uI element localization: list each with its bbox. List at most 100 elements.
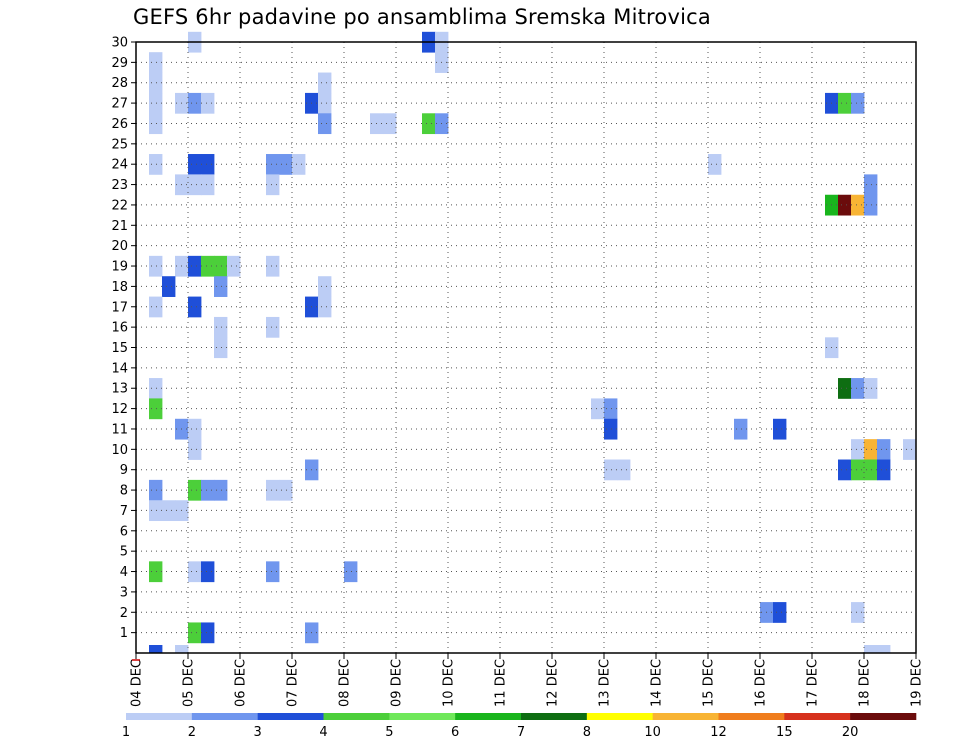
colorbar-swatch xyxy=(652,713,719,720)
precip-cell xyxy=(838,378,852,399)
precip-cell xyxy=(318,276,332,297)
precip-cell xyxy=(851,459,865,481)
precip-cell xyxy=(201,92,215,114)
precip-cell xyxy=(851,602,865,623)
precip-cell xyxy=(864,378,878,399)
colorbar-swatch xyxy=(191,713,258,720)
x-tick-label: 19 DEC xyxy=(910,659,925,707)
x-tick-label: 10 DEC xyxy=(442,659,457,707)
precip-cell xyxy=(188,622,202,644)
colorbar-label: 4 xyxy=(319,725,327,740)
y-tick-label: 1 xyxy=(120,626,128,641)
precip-cell xyxy=(903,439,917,460)
x-tick-label: 11 DEC xyxy=(494,659,509,707)
chart-title: GEFS 6hr padavine po ansamblima Sremska … xyxy=(133,5,711,29)
precip-cell xyxy=(227,255,241,277)
y-tick-label: 27 xyxy=(111,97,128,112)
y-tick-label: 12 xyxy=(111,402,128,417)
x-tick-label: 14 DEC xyxy=(650,659,665,707)
precip-cell xyxy=(214,316,228,338)
precip-cell xyxy=(734,418,748,440)
y-tick-label: 30 xyxy=(111,36,128,51)
x-tick-label: 07 DEC xyxy=(286,659,301,707)
precip-cell xyxy=(708,154,722,175)
precip-cell xyxy=(188,92,202,114)
colorbar-swatch xyxy=(718,713,785,720)
colorbar-label: 6 xyxy=(451,725,459,740)
precip-cell xyxy=(318,113,332,135)
colorbar-layer: 1 2 3 4 5 6 7 8 10 12 15 20 xyxy=(122,713,917,740)
precip-cell xyxy=(266,479,280,501)
precip-cell xyxy=(214,479,228,501)
cells-layer xyxy=(149,31,917,654)
y-tick-label: 13 xyxy=(111,382,128,397)
y-tick-label: 4 xyxy=(120,565,128,580)
y-tick-label: 28 xyxy=(111,76,128,91)
colorbar-swatch xyxy=(850,713,917,720)
precip-cell xyxy=(877,459,891,481)
precip-cell xyxy=(851,194,865,216)
precip-cell xyxy=(773,418,787,440)
precip-cell xyxy=(162,276,176,297)
precip-cell xyxy=(188,561,202,583)
precip-cell xyxy=(149,500,163,522)
precip-cell xyxy=(318,296,332,318)
precip-cell xyxy=(149,398,163,420)
precip-cell xyxy=(201,255,215,277)
x-tick-label: 05 DEC xyxy=(182,659,197,707)
precip-cell xyxy=(383,113,397,135)
y-tick-label: 26 xyxy=(111,117,128,132)
y-tick-label: 20 xyxy=(111,239,128,254)
colorbar-label: 12 xyxy=(710,725,727,740)
y-tick-label: 17 xyxy=(111,300,128,315)
precip-cell xyxy=(188,255,202,277)
precip-cell xyxy=(201,622,215,644)
precip-cell xyxy=(188,479,202,501)
precip-cell xyxy=(149,296,163,318)
precip-cell xyxy=(149,255,163,277)
precip-cell xyxy=(877,439,891,460)
y-tick-label: 19 xyxy=(111,260,128,275)
precip-cell xyxy=(188,418,202,440)
x-tick-label: 15 DEC xyxy=(702,659,717,707)
colorbar-label: 2 xyxy=(188,725,196,740)
x-tick-label: 16 DEC xyxy=(754,659,769,707)
y-tick-label: 6 xyxy=(120,524,128,539)
precip-cell xyxy=(201,561,215,583)
x-tick-label: 18 DEC xyxy=(858,659,873,707)
colorbar-label: 7 xyxy=(517,725,525,740)
colorbar-swatch xyxy=(455,713,522,720)
colorbar-label: 15 xyxy=(776,725,793,740)
y-tick-label: 23 xyxy=(111,178,128,193)
precip-cell xyxy=(279,154,293,175)
precip-cell xyxy=(149,378,163,399)
axis-layer: 1234567891011121314151617181920212223242… xyxy=(111,36,924,707)
precip-cell xyxy=(604,398,618,420)
y-tick-label: 21 xyxy=(111,219,128,234)
precip-cell xyxy=(149,479,163,501)
precip-cell xyxy=(318,92,332,114)
precip-cell xyxy=(201,174,215,196)
precip-cell xyxy=(175,645,189,654)
y-tick-label: 24 xyxy=(111,158,128,173)
colorbar-swatch xyxy=(586,713,653,720)
y-tick-label: 9 xyxy=(120,463,128,478)
colorbar-swatch xyxy=(323,713,390,720)
colorbar-label: 1 xyxy=(122,725,130,740)
colorbar-swatch xyxy=(521,713,588,720)
precip-cell xyxy=(877,645,891,654)
precip-cell xyxy=(188,174,202,196)
x-tick-label: 13 DEC xyxy=(598,659,613,707)
precip-cell xyxy=(318,72,332,94)
x-tick-label: 06 DEC xyxy=(234,659,249,707)
y-tick-label: 18 xyxy=(111,280,128,295)
y-tick-label: 25 xyxy=(111,137,128,152)
precip-cell xyxy=(838,92,852,114)
precip-cell xyxy=(149,113,163,135)
precip-cell xyxy=(864,459,878,481)
y-tick-label: 14 xyxy=(111,361,128,376)
precip-cell xyxy=(422,113,436,135)
precip-cell xyxy=(201,479,215,501)
y-tick-label: 11 xyxy=(111,422,128,437)
